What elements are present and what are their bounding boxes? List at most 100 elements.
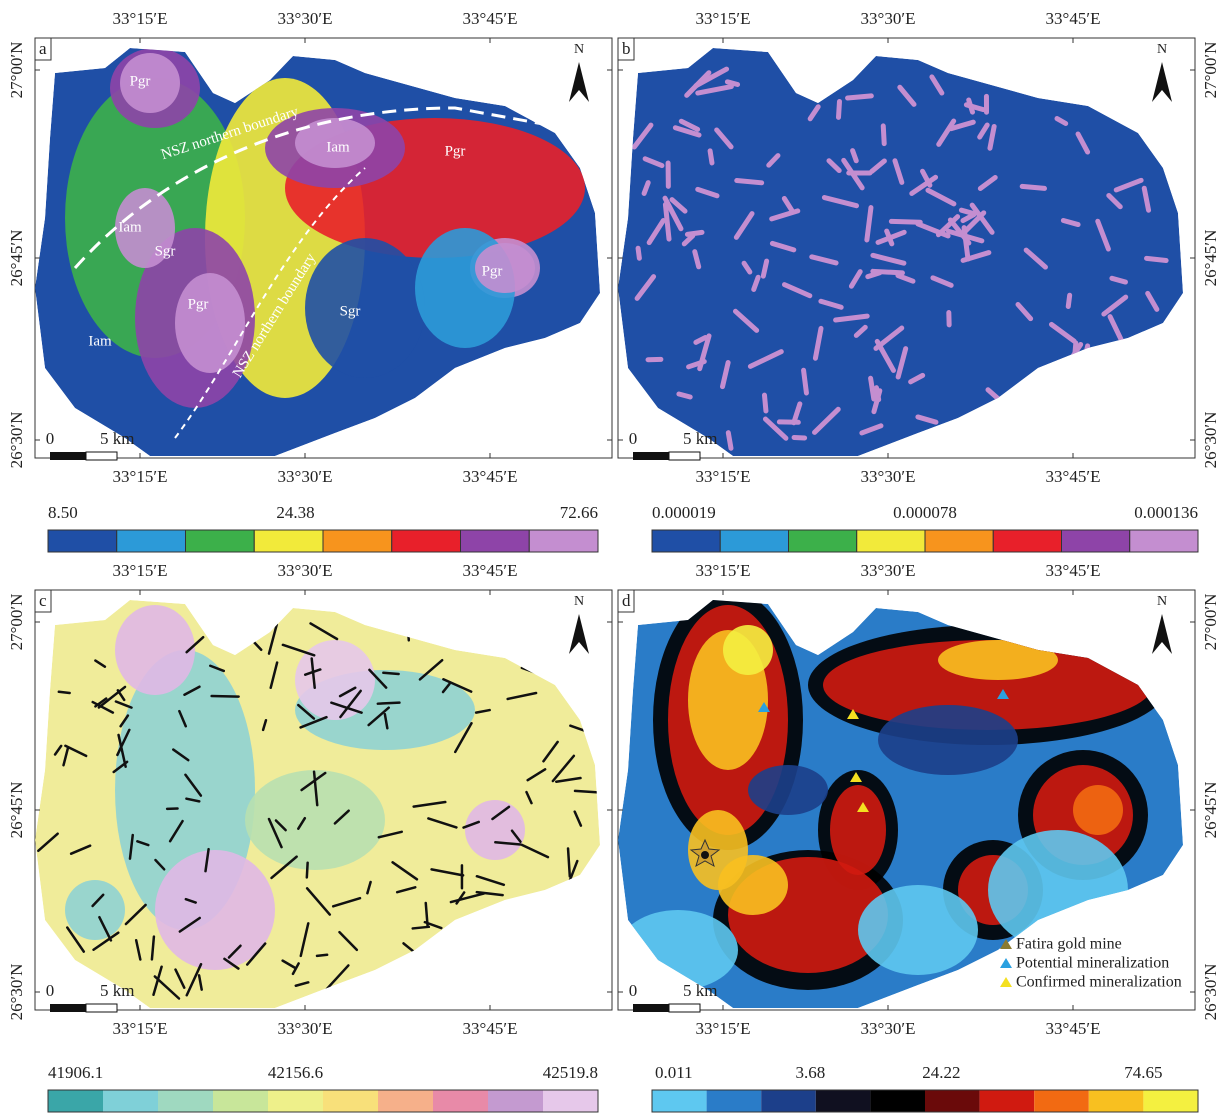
lat-label: 26°30′N — [7, 964, 26, 1021]
colorbar-cell — [1089, 1090, 1144, 1112]
map-zone — [723, 625, 773, 675]
lineament — [727, 82, 737, 85]
scale-label: 5 km — [683, 981, 717, 1000]
colorbar-cell — [488, 1090, 543, 1112]
colorbar-label: 41906.1 — [48, 1063, 103, 1082]
lineament — [317, 955, 327, 956]
scale-bar — [669, 1004, 700, 1012]
scale-bar — [86, 452, 117, 460]
map-zone — [748, 765, 828, 815]
lineament — [638, 248, 639, 258]
scale-bar — [50, 1004, 86, 1012]
map-zone — [465, 800, 525, 860]
lat-label: 27°00′N — [1201, 42, 1220, 99]
colorbar-cell — [268, 1090, 323, 1112]
scale-bar — [50, 452, 86, 460]
map-label: Sgr — [340, 303, 361, 319]
lat-label: 26°30′N — [1201, 412, 1220, 469]
map-zone — [878, 705, 1018, 775]
lineament — [764, 395, 765, 411]
map-zone — [305, 238, 425, 378]
lon-label: 33°45′E — [1046, 9, 1101, 28]
colorbar-label: 42156.6 — [268, 1063, 323, 1082]
lon-label: 33°30′E — [278, 1019, 333, 1038]
colorbar-label: 42519.8 — [543, 1063, 598, 1082]
map-panel: bN05 km33°15′E33°15′E33°30′E33°30′E33°45… — [618, 9, 1220, 486]
lat-label: 26°45′N — [1201, 782, 1220, 839]
panel-label: b — [622, 39, 631, 58]
lat-label: 26°45′N — [7, 230, 26, 287]
lineament — [763, 261, 766, 276]
scale-bar — [669, 452, 700, 460]
colorbar-cell — [103, 1090, 158, 1112]
colorbar-label: 0.000019 — [652, 503, 716, 522]
lat-label: 27°00′N — [7, 42, 26, 99]
lineament — [871, 378, 874, 399]
lineament — [212, 696, 239, 697]
scale-label: 5 km — [100, 429, 134, 448]
map-zone — [718, 855, 788, 915]
lineament — [383, 673, 398, 674]
colorbar-label: 3.68 — [795, 1063, 825, 1082]
lon-label: 33°15′E — [696, 1019, 751, 1038]
colorbar-label: 74.65 — [1124, 1063, 1162, 1082]
scale-label: 5 km — [683, 429, 717, 448]
colorbar-label: 0.000078 — [893, 503, 957, 522]
lineament — [891, 221, 920, 222]
map-zone — [65, 880, 125, 940]
colorbar-cell — [117, 530, 186, 552]
north-label: N — [574, 594, 584, 609]
lon-label: 33°15′E — [696, 561, 751, 580]
scale-bar — [86, 1004, 117, 1012]
north-label: N — [574, 42, 584, 57]
lon-label: 33°15′E — [113, 561, 168, 580]
lon-label: 33°15′E — [113, 9, 168, 28]
lon-label: 33°15′E — [113, 1019, 168, 1038]
map-zone — [115, 605, 195, 695]
lineament — [378, 703, 400, 704]
legend-label: Fatira gold mine — [1016, 936, 1122, 953]
map-label: Pgr — [445, 143, 466, 159]
colorbar-cell — [652, 530, 720, 552]
colorbar-cell — [993, 530, 1061, 552]
scale-label: 5 km — [100, 981, 134, 1000]
scale-label: 0 — [629, 429, 638, 448]
map-label: Iam — [326, 139, 350, 155]
lineament — [853, 151, 857, 161]
lineament — [737, 180, 762, 182]
colorbar-label: 24.22 — [922, 1063, 960, 1082]
colorbar-cell — [433, 1090, 488, 1112]
lat-label: 26°45′N — [1201, 230, 1220, 287]
colorbar-cell — [1062, 530, 1130, 552]
colorbar-cell — [652, 1090, 707, 1112]
map-zone — [858, 885, 978, 975]
lon-label: 33°30′E — [278, 561, 333, 580]
colorbar-label: 0.011 — [655, 1063, 693, 1082]
colorbar-cell — [48, 1090, 103, 1112]
lineament — [1147, 258, 1167, 260]
lineament — [413, 927, 429, 929]
lineament — [873, 271, 903, 273]
lineament — [839, 101, 840, 117]
map-label: Pgr — [188, 296, 209, 312]
lineament — [848, 96, 872, 98]
panel-label: a — [39, 39, 47, 58]
colorbar-cell — [543, 1090, 598, 1112]
lon-label: 33°45′E — [463, 561, 518, 580]
lon-label: 33°45′E — [463, 467, 518, 486]
colorbar-cell — [213, 1090, 268, 1112]
colorbar-cell — [789, 530, 857, 552]
lon-label: 33°45′E — [463, 1019, 518, 1038]
lat-label: 26°30′N — [7, 412, 26, 469]
panel-label: c — [39, 591, 47, 610]
scale-bar — [633, 1004, 669, 1012]
colorbar-cell — [254, 530, 323, 552]
lineament — [1022, 186, 1044, 188]
map-panel: c N 0 5 km 33°15′E 33°15′E 33°30′E 33°30′E 33°45… — [7, 561, 612, 1038]
lon-label: 33°45′E — [463, 9, 518, 28]
lon-label: 33°15′E — [113, 467, 168, 486]
colorbar-cell — [1143, 1090, 1198, 1112]
scale-label: 0 — [46, 981, 55, 1000]
colorbar-cell — [720, 530, 788, 552]
colorbar-label: 0.000136 — [1134, 503, 1198, 522]
